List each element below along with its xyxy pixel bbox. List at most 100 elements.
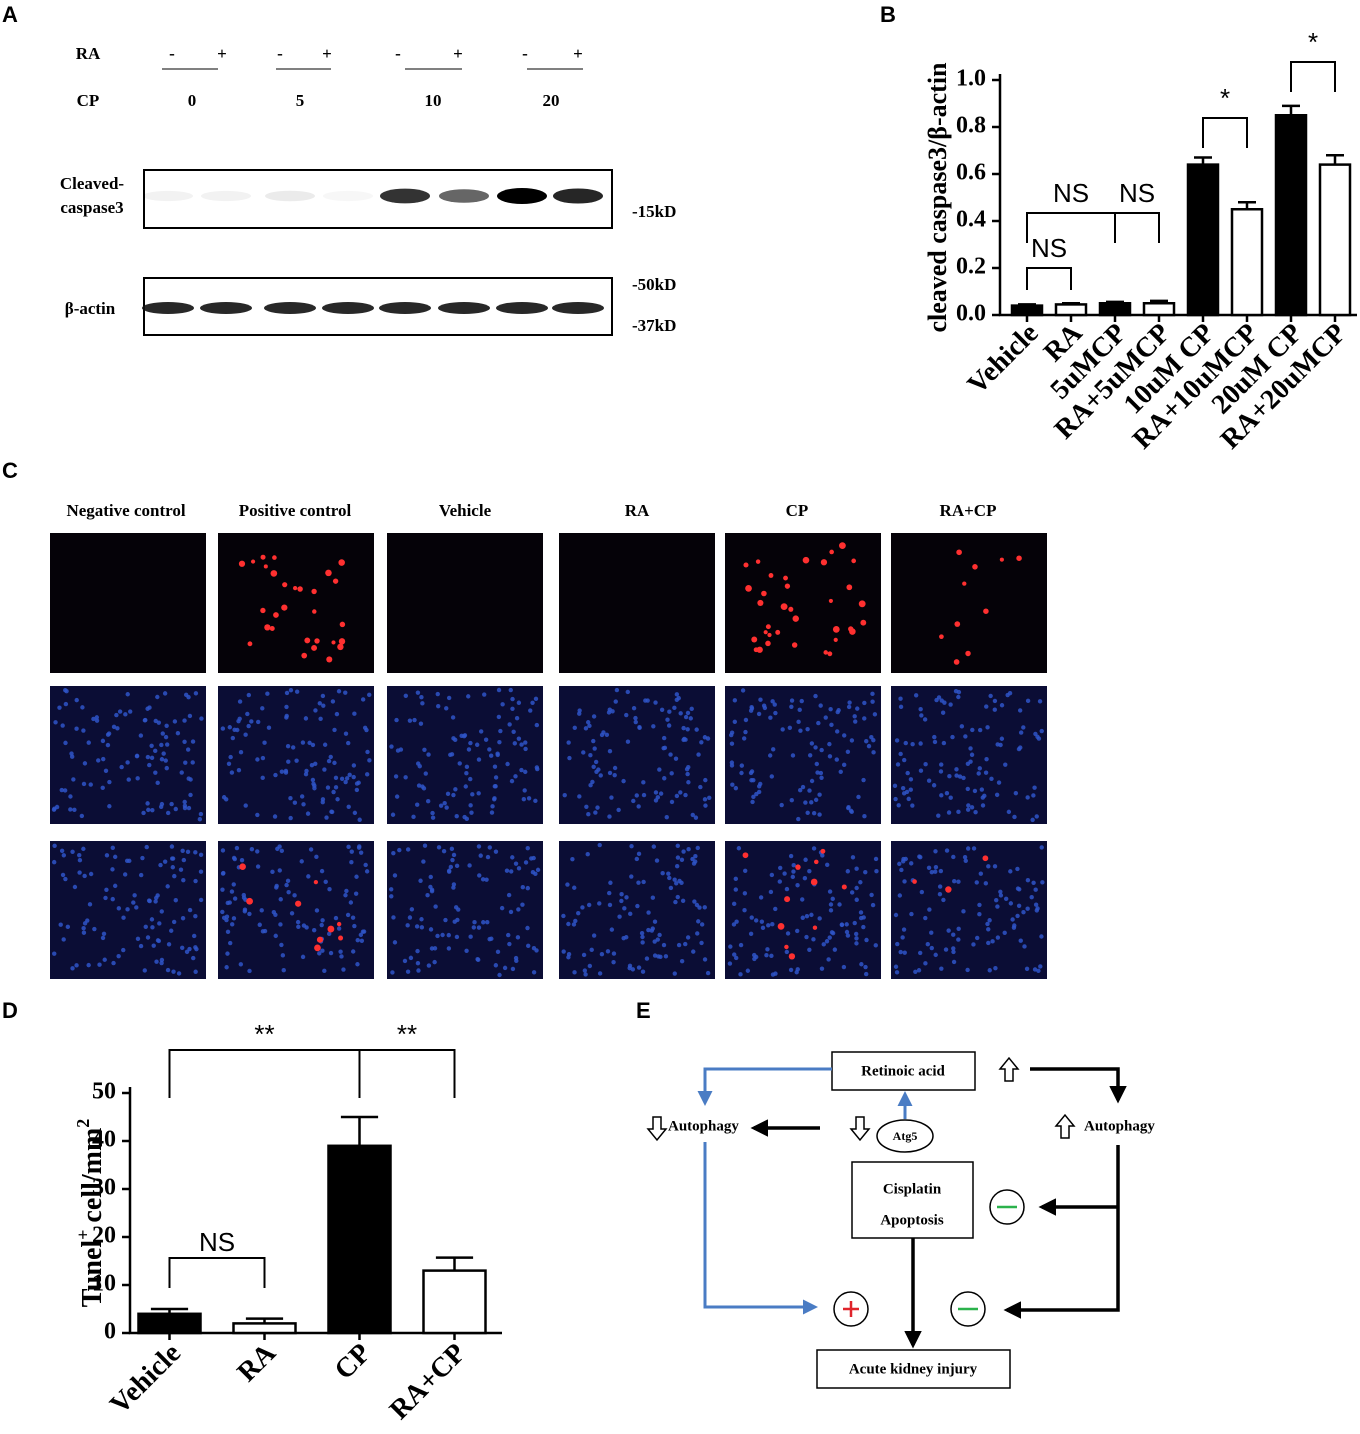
nucleus [393, 774, 399, 779]
nucleus [861, 777, 866, 783]
tunel-dot [784, 896, 791, 903]
nucleus [1016, 903, 1022, 908]
nucleus [96, 758, 101, 763]
nucleus [797, 707, 802, 713]
nucleus [103, 768, 109, 773]
nucleus [145, 801, 150, 806]
nucleus [451, 792, 456, 798]
nucleus [561, 913, 566, 919]
nucleus [495, 752, 500, 758]
nucleus [657, 932, 662, 938]
nucleus [777, 879, 783, 884]
nucleus [238, 750, 244, 755]
nucleus [389, 744, 394, 749]
nucleus [853, 719, 858, 724]
nucleus [923, 961, 928, 966]
nucleus [420, 701, 425, 706]
nucleus [190, 739, 196, 744]
nucleus [951, 932, 956, 937]
nucleus [476, 757, 482, 762]
nucleus [436, 703, 441, 709]
nucleus [873, 943, 878, 948]
nucleus [227, 725, 232, 730]
nucleus [77, 852, 82, 858]
nucleus [122, 872, 128, 877]
nucleus [405, 969, 411, 974]
nucleus [125, 907, 130, 912]
nucleus [1040, 880, 1045, 885]
nucleus [169, 844, 175, 849]
ra-mark: + [322, 44, 332, 63]
nucleus [908, 787, 913, 792]
nucleus [640, 969, 646, 974]
nucleus [756, 711, 762, 717]
nucleus [193, 878, 198, 884]
nucleus [418, 878, 423, 883]
nucleus [842, 733, 847, 738]
nucleus [60, 723, 65, 728]
ra-mark: + [573, 44, 583, 63]
nucleus [1006, 809, 1012, 815]
nucleus [68, 794, 73, 799]
nucleus [788, 853, 794, 859]
nucleus [349, 860, 354, 865]
nucleus [566, 952, 572, 957]
nucleus [1036, 736, 1042, 741]
nucleus [72, 884, 78, 890]
tunel-dot [788, 953, 796, 960]
nucleus [777, 865, 783, 871]
nucleus [225, 951, 230, 956]
nucleus [489, 810, 495, 815]
row-label: caspase3 [60, 198, 123, 217]
nucleus [1010, 917, 1015, 922]
nucleus [71, 777, 76, 782]
band [143, 190, 193, 202]
nucleus [224, 965, 229, 970]
tunel-dot [743, 562, 749, 568]
nucleus [187, 946, 192, 952]
nucleus [685, 727, 690, 732]
nucleus [1033, 887, 1038, 892]
nucleus [320, 918, 325, 923]
nucleus [446, 932, 451, 938]
nucleus [1007, 691, 1013, 696]
nucleus [317, 951, 322, 956]
nucleus [913, 969, 918, 974]
nucleus [929, 869, 935, 875]
tunel-dot [848, 626, 854, 632]
nucleus [58, 922, 63, 927]
tunel-dot [814, 859, 819, 865]
nucleus [234, 845, 240, 851]
nucleus [333, 775, 339, 781]
nucleus [674, 881, 679, 886]
tunel-dot [820, 848, 826, 854]
nucleus [976, 771, 981, 776]
nucleus [1017, 708, 1023, 713]
arrow [1003, 1145, 1120, 1319]
bar [137, 1312, 202, 1335]
bar [1230, 208, 1264, 317]
cp-value: 0 [188, 91, 197, 110]
band [553, 188, 603, 204]
nucleus [141, 810, 146, 816]
nucleus [231, 855, 237, 861]
nucleus [941, 740, 947, 746]
tunel-dot [767, 632, 772, 638]
nucleus [350, 915, 356, 920]
nucleus [86, 962, 91, 968]
nucleus [100, 738, 106, 744]
tunel-dot [250, 559, 256, 564]
nucleus [731, 922, 737, 927]
nucleus [531, 970, 537, 975]
nucleus [493, 784, 498, 789]
nucleus [767, 753, 773, 758]
nucleus [611, 959, 616, 965]
nucleus [476, 844, 482, 849]
nucleus [685, 710, 691, 716]
nucleus [260, 706, 265, 711]
nucleus [105, 742, 111, 748]
nucleus [963, 858, 968, 863]
nucleus [837, 902, 842, 907]
nucleus [956, 879, 961, 884]
nucleus [127, 709, 133, 714]
